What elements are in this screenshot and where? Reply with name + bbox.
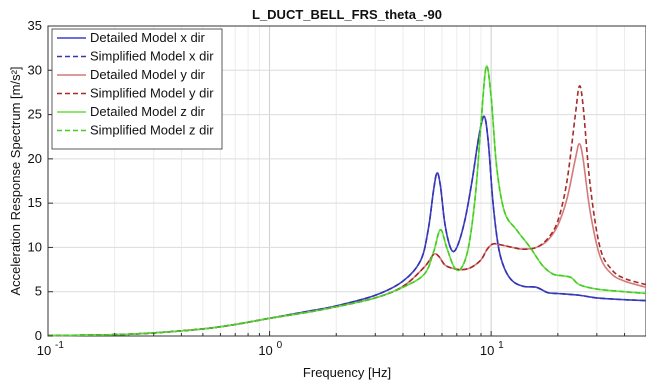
- y-axis-title: Acceleration Response Spectrum [m/s²]: [8, 66, 23, 295]
- legend-label: Simplified Model y dir: [90, 86, 214, 101]
- legend-label: Detailed Model x dir: [90, 30, 206, 45]
- legend-items: Detailed Model x dir Simplified Model x d…: [57, 30, 214, 138]
- y-tick-label: 35: [28, 18, 42, 33]
- y-tick-label: 20: [28, 151, 42, 166]
- y-tick-label: 15: [28, 195, 42, 210]
- series-line-simplified-model-x-dir: [47, 115, 646, 337]
- plot-area: [47, 25, 646, 337]
- chart-title: L_DUCT_BELL_FRS_theta_-90: [252, 7, 442, 22]
- x-tick-exponent: 0: [277, 340, 283, 351]
- x-tick-label: 10: [258, 343, 272, 358]
- series-line-simplified-model-z-dir: [47, 65, 646, 337]
- x-tick-label: 10: [480, 343, 494, 358]
- x-axis-title: Frequency [Hz]: [303, 365, 391, 380]
- legend: Detailed Model x dir Simplified Model x d…: [51, 28, 223, 150]
- legend-box: [51, 28, 223, 150]
- legend-label: Simplified Model z dir: [90, 123, 214, 138]
- legend-label: Detailed Model y dir: [90, 67, 206, 82]
- y-tick-label: 30: [28, 62, 42, 77]
- x-tick-label: 10: [37, 343, 51, 358]
- series-layer: [47, 65, 646, 337]
- legend-label: Simplified Model x dir: [90, 49, 214, 64]
- y-tick-label: 10: [28, 239, 42, 254]
- y-tick-label: 5: [35, 284, 42, 299]
- x-tick-exponent: 1: [498, 340, 504, 351]
- y-tick-label: 0: [35, 328, 42, 343]
- legend-label: Detailed Model z dir: [90, 104, 206, 119]
- y-tick-label: 25: [28, 107, 42, 122]
- x-tick-exponent: -1: [55, 340, 64, 351]
